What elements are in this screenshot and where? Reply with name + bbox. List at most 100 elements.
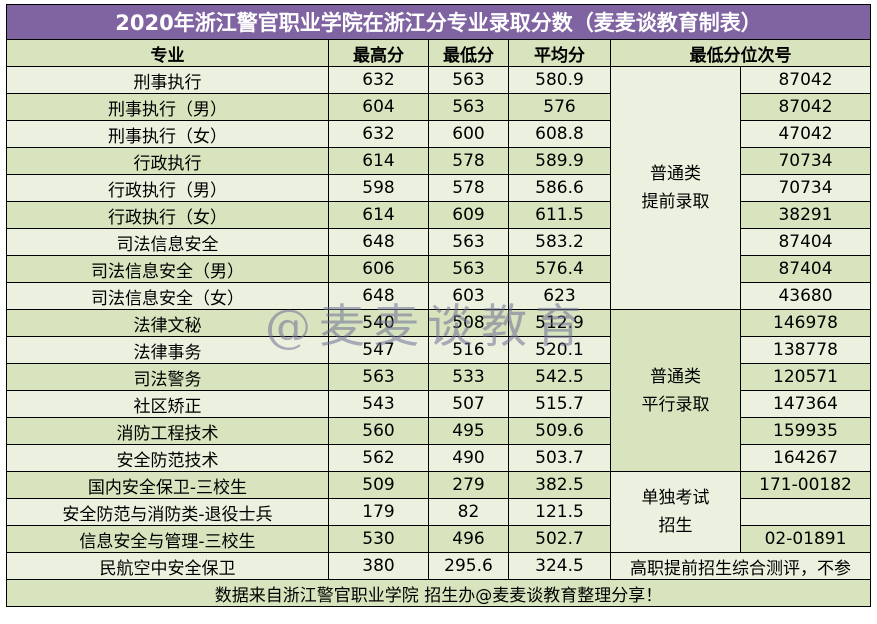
data-row: 国内安全保卫-三校生 509 279 382.5 单独考试 招生 171-00182 xyxy=(6,471,872,553)
score-cell: 623 xyxy=(508,282,611,310)
score-cell: 580.9 xyxy=(508,66,611,94)
data-row: 刑事执行（男） 604 563 576 87042 xyxy=(6,93,872,121)
rank-cell: 164267 xyxy=(739,444,872,472)
score-cell: 563 xyxy=(428,93,509,121)
group-label: 平行录取 xyxy=(641,394,710,415)
major-cell: 行政执行 xyxy=(6,147,329,175)
score-cell: 507 xyxy=(428,390,509,418)
score-cell: 562 xyxy=(328,444,429,472)
major-cell: 刑事执行（女） xyxy=(6,120,329,148)
column-header: 专业 xyxy=(6,39,329,67)
data-row: 安全防范与消防类-退役士兵 179 82 121.5 xyxy=(6,498,872,526)
rank-cell: 87404 xyxy=(739,228,872,256)
score-cell: 563 xyxy=(328,363,429,391)
table-body: 2020年浙江警官职业学院在浙江分专业录取分数（麦麦谈教育制表） 专业 最高分 最低… xyxy=(5,4,872,607)
score-cell: 608.8 xyxy=(508,120,611,148)
data-row: 信息安全与管理-三校生 530 496 502.7 02-01891 xyxy=(6,525,872,553)
data-row: 安全防范技术 562 490 503.7 164267 xyxy=(6,444,872,472)
score-cell: 530 xyxy=(328,525,429,553)
rank-cell: 159935 xyxy=(739,417,872,445)
major-cell: 信息安全与管理-三校生 xyxy=(6,525,329,553)
column-header: 最低分 xyxy=(428,39,509,67)
rank-cell: 70734 xyxy=(739,147,872,175)
score-cell: 543 xyxy=(328,390,429,418)
major-cell: 司法信息安全（女） xyxy=(6,282,329,310)
data-row: 司法信息安全 648 563 583.2 87404 xyxy=(6,228,872,256)
data-row: 行政执行（女） 614 609 611.5 38291 xyxy=(6,201,872,229)
score-cell: 179 xyxy=(328,498,429,526)
data-row: 法律文秘 540 508 512.9 普通类 平行录取 146978 xyxy=(6,309,872,472)
score-cell: 380 xyxy=(328,552,429,580)
score-cell: 632 xyxy=(328,120,429,148)
score-cell: 496 xyxy=(428,525,509,553)
data-row: 社区矫正 543 507 515.7 147364 xyxy=(6,390,872,418)
major-cell: 民航空中安全保卫 xyxy=(6,552,329,580)
score-cell: 563 xyxy=(428,228,509,256)
watermark: @麦麦谈教育 xyxy=(265,299,589,353)
major-cell: 司法警务 xyxy=(6,363,329,391)
score-cell: 563 xyxy=(428,255,509,283)
score-cell: 502.7 xyxy=(508,525,611,553)
group-cell: 单独考试 招生 xyxy=(610,471,741,553)
score-cell: 583.2 xyxy=(508,228,611,256)
score-cell: 520.1 xyxy=(508,336,611,364)
group-cell: 普通类 提前录取 xyxy=(610,66,741,310)
major-cell: 安全防范与消防类-退役士兵 xyxy=(6,498,329,526)
rank-cell xyxy=(739,498,872,526)
group-label: 提前录取 xyxy=(641,192,710,212)
rank-cell: 38291 xyxy=(739,201,872,229)
score-cell: 495 xyxy=(428,417,509,445)
score-cell: 589.9 xyxy=(508,147,611,175)
major-cell: 消防工程技术 xyxy=(6,417,329,445)
score-cell: 578 xyxy=(428,147,509,175)
data-row: 行政执行 614 578 589.9 70734 xyxy=(6,147,872,175)
score-cell: 490 xyxy=(428,444,509,472)
column-header: 最低分位次号 xyxy=(609,39,872,67)
group-label: 单独考试 xyxy=(641,488,710,508)
score-cell: 382.5 xyxy=(508,471,611,499)
score-cell: 614 xyxy=(328,147,429,175)
major-cell: 司法信息安全 xyxy=(6,228,329,256)
header-row: 专业 最高分 最低分 平均分 最低分位次号 xyxy=(6,39,872,67)
data-row: 刑事执行（女） 632 600 608.8 47042 xyxy=(6,120,872,148)
score-cell: 503.7 xyxy=(508,444,611,472)
score-cell: 611.5 xyxy=(508,201,611,229)
data-row: 行政执行（男） 598 578 586.6 70734 xyxy=(6,174,872,202)
rank-cell: 87042 xyxy=(739,66,872,94)
score-cell: 512.9 xyxy=(508,309,611,337)
major-cell: 刑事执行 xyxy=(6,66,329,94)
score-cell: 586.6 xyxy=(508,174,611,202)
group-label: 普通类 xyxy=(650,164,701,184)
score-cell: 560 xyxy=(328,417,429,445)
data-row: 司法警务 563 533 542.5 120571 xyxy=(6,363,872,391)
rank-cell: 87042 xyxy=(739,93,872,121)
score-cell: 121.5 xyxy=(508,498,611,526)
rank-cell: 171-00182 xyxy=(739,471,872,499)
score-cell: 576 xyxy=(508,93,611,121)
group-label: 招生 xyxy=(658,516,693,536)
score-cell: 598 xyxy=(328,174,429,202)
major-cell: 社区矫正 xyxy=(6,390,329,418)
score-cell: 82 xyxy=(428,498,509,526)
score-cell: 509 xyxy=(328,471,429,499)
score-cell: 600 xyxy=(428,120,509,148)
score-cell: 632 xyxy=(328,66,429,94)
score-cell: 563 xyxy=(428,66,509,94)
rank-cell: 120571 xyxy=(739,363,872,391)
column-header: 最高分 xyxy=(328,39,429,67)
rank-cell: 87404 xyxy=(739,255,872,283)
title: 2020年浙江警官职业学院在浙江分专业录取分数（麦麦谈教育制表） xyxy=(5,4,872,40)
score-cell: 609 xyxy=(428,201,509,229)
major-cell: 行政执行（男） xyxy=(6,174,329,202)
major-cell: 行政执行（女） xyxy=(6,201,329,229)
data-row: 民航空中安全保卫 380 295.6 324.5 高职提前招生综合测评，不参 xyxy=(6,552,872,580)
data-row: 司法信息安全（男） 606 563 576.4 87404 xyxy=(6,255,872,283)
score-cell: 614 xyxy=(328,201,429,229)
score-cell: 279 xyxy=(428,471,509,499)
score-cell: 547 xyxy=(328,336,429,364)
rank-cell: 147364 xyxy=(739,390,872,418)
group-label: 普通类 xyxy=(650,366,701,387)
major-cell: 刑事执行（男） xyxy=(6,93,329,121)
score-cell: 509.6 xyxy=(508,417,611,445)
